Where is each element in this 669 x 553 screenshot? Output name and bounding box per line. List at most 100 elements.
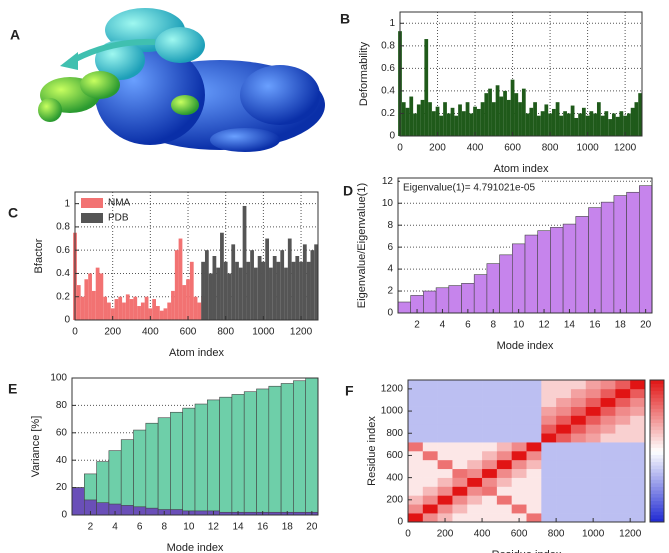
heat-cell [570,424,587,434]
area-bar [189,261,194,320]
area-bar [193,296,198,320]
heat-cell [511,380,527,390]
area-bar [186,279,190,320]
area-bar [491,102,496,136]
heat-cell [600,486,616,496]
panel-label: E [8,381,17,397]
area-bar [95,267,100,320]
heat-cell [615,468,631,478]
heat-cell [600,459,616,470]
heat-cell [526,486,542,496]
area-bar [521,88,526,136]
x-tick-label: 400 [467,143,484,154]
heat-cell [541,468,557,478]
area-bar [461,111,466,136]
x-tick-label: 1200 [614,143,637,154]
y-axis-label: Deformability [358,41,370,106]
chart: 0 20 40 60 80 100 2 4 6 8 10 12 14 16 18 20 Mode index Va… [30,373,319,553]
heat-cell [556,468,572,478]
y-tick-label: 60 [56,427,68,438]
area-bar [626,113,631,136]
panel-label: C [8,205,18,221]
colorbar-cell [650,387,664,392]
colorbar-cell [650,518,664,523]
heat-cell [408,406,424,416]
area-bar [99,273,104,320]
y-tick-label: 12 [382,176,394,187]
bar [562,223,577,314]
heat-cell [467,495,483,505]
bar [268,385,282,516]
y-tick-label: 0.4 [56,268,70,279]
x-tick-label: 6 [137,522,143,533]
bar [448,285,462,314]
y-tick-label: 0 [389,131,395,142]
heat-cell [408,486,424,496]
heat-cell [556,397,572,407]
heat-cell [496,468,512,478]
area-bar [231,244,236,320]
legend-label: PDB [108,213,129,224]
heat-cell [630,468,646,478]
heat-cell [467,468,483,478]
area-bar [272,256,277,320]
colorbar-cell [650,383,664,388]
y-tick-label: 0 [397,517,403,528]
colorbar-cell [650,461,664,466]
heat-cell [630,504,646,514]
heat-cell [615,486,631,496]
heat-cell [467,415,483,425]
heat-cell [452,415,468,425]
heat-cell [452,504,468,514]
x-tick-label: 2 [88,522,94,533]
x-tick-label: 400 [474,529,491,540]
area-bar [585,115,590,136]
area-bar [107,302,111,320]
heat-cell [630,451,646,461]
heat-cell [452,451,468,461]
area-bar [257,256,262,320]
heat-cell [600,415,616,425]
x-tick-label: 20 [306,522,318,533]
heat-cell [585,380,601,390]
heat-cell [570,513,587,523]
heat-cell [482,486,498,496]
x-axis-label: Mode index [167,542,224,553]
heat-cell [422,513,438,523]
heat-cell [482,504,498,514]
x-tick-label: 10 [183,522,195,533]
area-bar [450,107,455,136]
heat-cell [422,415,438,425]
area-bar [197,302,202,320]
heat-cell [511,459,527,470]
heat-cell [422,424,438,434]
area-bar [495,85,500,136]
bar [231,394,245,516]
heat-cell [422,504,438,514]
heat-cell [585,486,601,496]
colorbar-cell [650,451,664,455]
y-tick-label: 200 [386,494,403,505]
heat-cell [526,397,542,407]
heat-cell [526,424,542,434]
heat-cell [511,388,527,399]
area-bar [473,106,477,136]
heat-cell [437,513,453,523]
heat-cell [511,468,527,478]
plot-frame [71,377,319,516]
heat-cell [630,424,646,434]
heat-cell [615,451,631,461]
heat-cell [585,459,601,470]
heat-cell [615,442,631,452]
heat-cell [467,504,483,514]
plot-frame [399,11,643,137]
colorbar-cell [650,380,664,384]
heat-cell [570,433,587,443]
area-bar [533,102,537,136]
area-bar [91,290,96,320]
bar [575,216,589,314]
area-bar [581,107,586,136]
heat-cell [541,415,557,425]
heat-cell [556,380,572,390]
heat-cell [556,424,572,434]
